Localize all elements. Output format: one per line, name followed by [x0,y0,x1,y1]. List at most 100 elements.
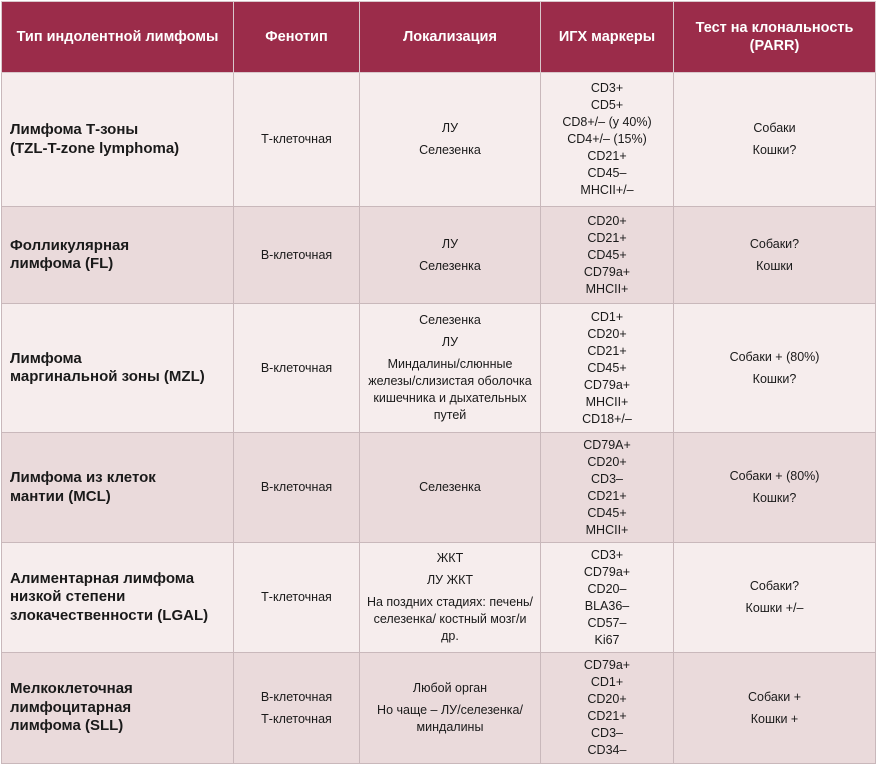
parr-cell-line: Собаки [753,121,796,135]
parr-cell-line: Кошки + [750,711,799,726]
markers-cell: CD1+ CD20+ CD21+ CD45+ CD79a+ MHCII+ CD18+/– [540,303,674,433]
name-cell-line: маргинальной зоны (MZL) [10,368,205,385]
name-cell-line: низкой степени [10,588,126,606]
name-cell: Мелкоклеточная лимфоцитарная лимфома (SLL) [1,652,234,764]
markers-cell: CD79a+ CD1+ CD20+ CD21+ CD3– CD34– [540,652,674,764]
name-cell-line: Алиментарная лимфома [10,569,195,587]
markers-cell-line: CD8+/– (у 40%) [562,115,652,129]
parr-cell: Собаки? Кошки [673,206,876,304]
localization-cell-line: ЖКТ [436,551,464,565]
markers-cell-line: CD20– [587,581,627,596]
markers-cell-line: CD18+/– [582,411,632,426]
markers-cell: CD3+ CD79a+ CD20– BLA36– CD57– Ki67 [540,542,674,653]
markers-cell-line: CD21+ [587,488,627,503]
parr-cell-line: Кошки +/– [745,601,804,615]
localization-cell-line: На поздних стадиях: печень/селезенка/ ко… [366,595,534,643]
name-cell-line: (TZL-T-zone lymphoma) [10,139,180,157]
markers-cell-line: CD79a+ [583,377,631,392]
localization-cell-line: ЛУ [441,236,459,251]
markers-cell-line: CD1+ [590,309,624,324]
localization-cell-line: ЛУ [441,121,459,135]
markers-cell-line: CD21+ [587,343,627,358]
table-row: Лимфома маргинальной зоны (MZL) В-клеточна… [1,303,876,433]
markers-cell-line: CD20+ [587,213,627,228]
localization-cell-line: ЛУ ЖКТ [426,573,474,587]
markers-cell-line: CD3+ [590,547,624,562]
phenotype-cell-line: В-клеточная [260,689,333,704]
markers-cell-line: CD34– [587,743,627,757]
parr-cell: Собаки + Кошки + [673,652,876,764]
markers-cell-line: CD45+ [587,505,627,520]
markers-cell-line: CD3– [591,726,623,740]
markers-cell-line: BLA36– [584,598,630,613]
table-row: Фолликулярная лимфома (FL) В-клеточная ЛУ Се… [1,206,876,304]
markers-cell-line: CD79A+ [583,437,631,452]
name-cell-line: Лимфома [10,349,82,367]
phenotype-cell: В-клеточная [233,303,360,433]
localization-cell: Селезенка ЛУ Миндалины/слюнные железы/слиз… [359,303,541,433]
parr-cell-line: Собаки + (80%) [729,349,820,364]
parr-cell: Собаки + (80%) Кошки? [673,432,876,543]
markers-cell-line: CD79a+ [583,564,631,579]
phenotype-cell: В-клеточная [233,432,360,543]
parr-cell: Собаки? Кошки +/– [673,542,876,653]
header-markers: ИГХ маркеры [540,1,674,73]
markers-cell-line: MHCII+ [585,281,629,296]
parr-cell-line: Собаки? [749,579,800,593]
markers-cell-line: CD57– [587,615,627,630]
header-parr: Тест на клональность (PARR) [673,1,876,73]
phenotype-cell-line: Т-клеточная [261,590,332,604]
localization-cell: Селезенка [359,432,541,543]
phenotype-cell: В-клеточная [233,206,360,304]
localization-cell-line: Селезенка [419,313,481,327]
markers-cell-line: CD45+ [587,360,627,375]
name-cell: Лимфома Т-зоны (TZL-T-zone lymphoma) [1,72,234,207]
markers-cell-line: CD20+ [587,454,627,469]
markers-cell-line: CD45+ [587,247,627,262]
markers-cell-line: CD4+/– (15%) [567,132,647,146]
localization-cell: ЛУ Селезенка [359,72,541,207]
markers-cell-line: CD5+ [590,98,624,112]
name-cell-line: мантии (MCL) [10,487,111,505]
name-cell-line: Мелкоклеточная [10,680,133,698]
name-cell-line: лимфоцитарная [10,698,132,716]
localization-cell-line: Любой орган [412,681,488,695]
name-cell: Фолликулярная лимфома (FL) [1,206,234,304]
header-localization: Локализация [359,1,541,73]
markers-cell-line: CD79a+ [583,264,631,279]
header-phenotype: Фенотип [233,1,360,73]
localization-cell-line: Селезенка [419,480,481,494]
phenotype-cell: В-клеточная Т-клеточная [233,652,360,764]
name-cell: Алиментарная лимфома низкой степени злокач… [1,542,234,653]
markers-cell-line: CD1+ [590,675,624,689]
name-cell-line: злокачественности (LGAL) [10,606,209,624]
markers-cell-line: CD21+ [587,149,627,163]
markers-cell-line: CD21+ [587,230,627,245]
markers-cell-line: CD21+ [587,709,627,723]
localization-cell: ЛУ Селезенка [359,206,541,304]
parr-cell: Собаки + (80%) Кошки? [673,303,876,433]
name-cell-line: лимфома (SLL) [10,717,124,735]
header-row: Тип индолентной лимфомы Фенотип Локализа… [1,1,876,73]
localization-cell-line: Селезенка [419,143,481,157]
localization-cell-line: Но чаще – ЛУ/селезенка/ миндалины [377,703,523,734]
localization-cell-line: Селезенка [419,258,481,273]
localization-cell-line: ЛУ [441,335,459,349]
markers-cell-line: MHCII+/– [580,183,634,197]
parr-cell-line: Кошки? [752,371,797,386]
markers-cell-line: CD79a+ [583,658,631,672]
header-type: Тип индолентной лимфомы [1,1,234,73]
phenotype-cell-line: В-клеточная [260,480,333,494]
name-cell-line: лимфома (FL) [10,255,114,272]
localization-cell: ЖКТ ЛУ ЖКТ На поздних стадиях: печень/селе… [359,542,541,653]
markers-cell-line: CD3+ [590,81,624,95]
table-row: Лимфома Т-зоны (TZL-T-zone lymphoma) Т-кле… [1,72,876,207]
parr-cell: Собаки Кошки? [673,72,876,207]
markers-cell-line: MHCII+ [585,522,629,537]
name-cell: Лимфома из клеток мантии (MCL) [1,432,234,543]
parr-cell-line: Кошки? [752,143,797,157]
phenotype-cell: Т-клеточная [233,72,360,207]
markers-cell-line: CD45– [587,166,627,180]
name-cell-line: Лимфома из клеток [10,469,156,486]
markers-cell-line: CD3– [591,471,623,486]
